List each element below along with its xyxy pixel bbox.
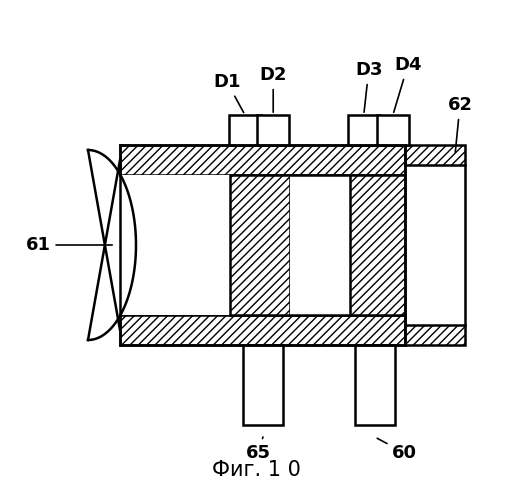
Bar (230, 175, 290, 315)
Bar (355, 345, 395, 425)
Bar (350, 175, 405, 315)
Text: 65: 65 (245, 437, 270, 462)
Text: D3: D3 (355, 61, 382, 112)
Bar (230, 175, 290, 315)
Bar (405, 145, 465, 165)
Bar (290, 175, 350, 315)
Text: 61: 61 (26, 236, 112, 254)
Bar (377, 115, 409, 145)
Bar (243, 345, 283, 425)
Bar (120, 315, 405, 345)
Text: D4: D4 (394, 56, 422, 112)
Text: D1: D1 (214, 73, 244, 112)
Text: D2: D2 (260, 66, 287, 112)
Text: 60: 60 (377, 438, 417, 462)
Bar (120, 315, 405, 345)
Bar (350, 175, 405, 315)
Bar (257, 115, 289, 145)
Bar (405, 145, 465, 165)
Bar (348, 115, 380, 145)
Text: 62: 62 (447, 96, 473, 152)
Bar (405, 325, 465, 345)
Bar (229, 115, 261, 145)
Bar (120, 145, 405, 175)
Bar (120, 175, 230, 315)
Text: Фиг. 1 0: Фиг. 1 0 (211, 460, 301, 480)
Bar (120, 145, 405, 175)
Bar (405, 325, 465, 345)
